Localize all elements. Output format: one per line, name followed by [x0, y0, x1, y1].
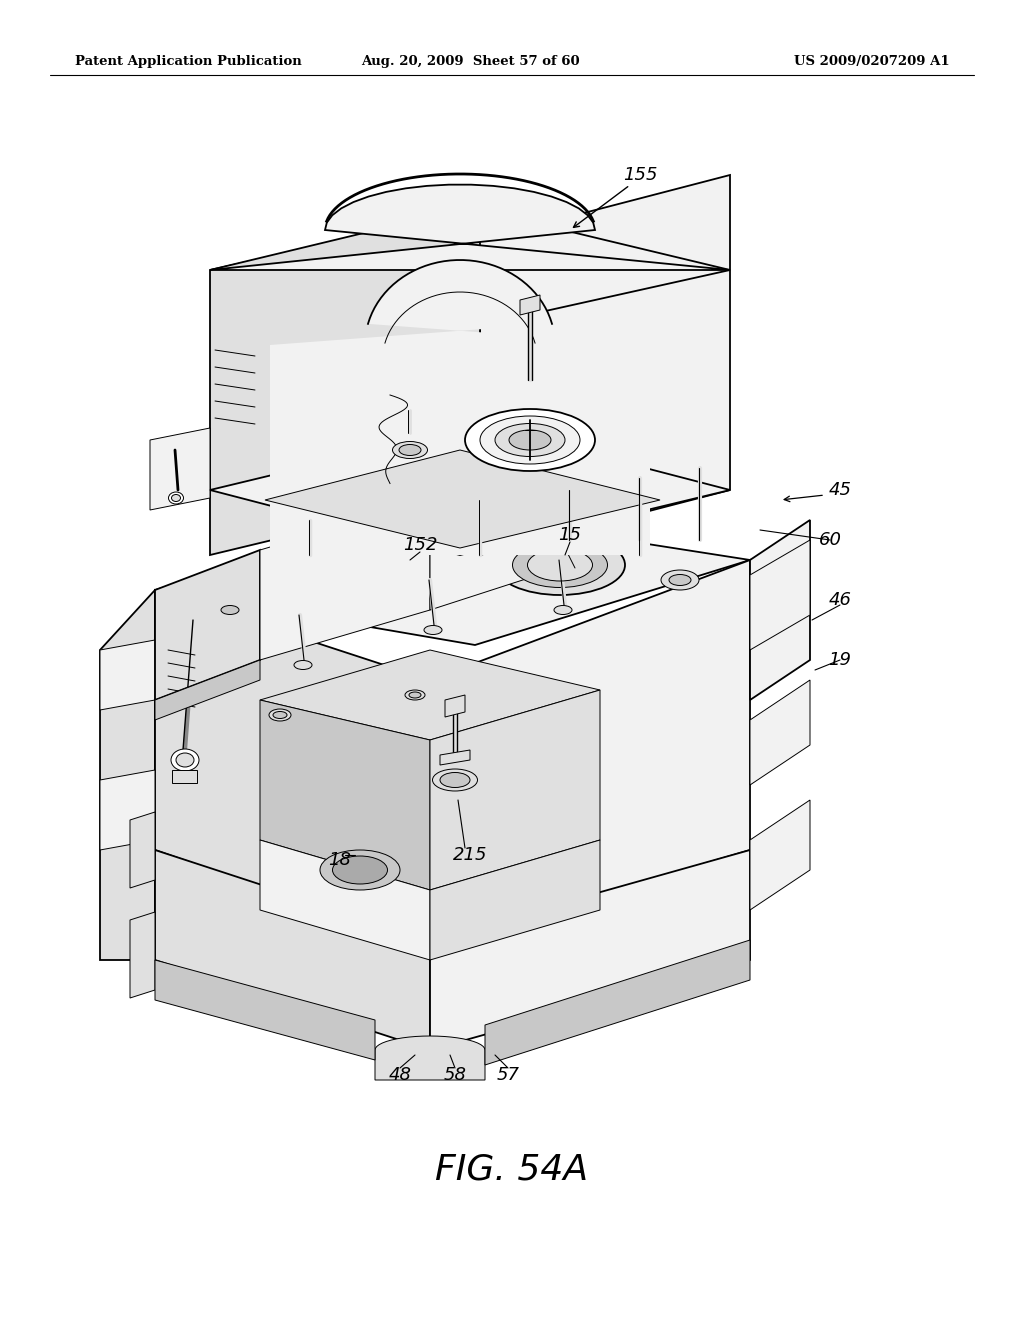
- Polygon shape: [100, 770, 155, 850]
- Text: 18: 18: [329, 851, 351, 869]
- Polygon shape: [750, 680, 810, 785]
- Polygon shape: [430, 445, 600, 610]
- Ellipse shape: [495, 424, 565, 457]
- Polygon shape: [430, 560, 750, 945]
- Polygon shape: [430, 690, 600, 890]
- Ellipse shape: [392, 441, 427, 458]
- Ellipse shape: [371, 539, 399, 552]
- Ellipse shape: [554, 606, 572, 615]
- Ellipse shape: [440, 772, 470, 788]
- Polygon shape: [155, 510, 750, 645]
- Polygon shape: [210, 425, 730, 554]
- Polygon shape: [155, 660, 260, 719]
- Polygon shape: [430, 840, 600, 960]
- Text: 155: 155: [623, 166, 657, 183]
- Polygon shape: [100, 590, 155, 960]
- Polygon shape: [130, 912, 155, 998]
- Polygon shape: [430, 850, 750, 1049]
- Ellipse shape: [362, 535, 408, 556]
- Text: 58: 58: [443, 1067, 467, 1084]
- Ellipse shape: [333, 855, 387, 884]
- Ellipse shape: [273, 711, 287, 718]
- Text: 57: 57: [497, 1067, 519, 1084]
- Ellipse shape: [662, 570, 699, 590]
- Ellipse shape: [319, 850, 400, 890]
- Text: 15: 15: [558, 525, 582, 544]
- Polygon shape: [750, 540, 810, 649]
- Polygon shape: [520, 294, 540, 315]
- Polygon shape: [265, 450, 660, 548]
- Ellipse shape: [406, 690, 425, 700]
- Ellipse shape: [512, 543, 607, 587]
- Text: 45: 45: [828, 480, 852, 499]
- Polygon shape: [750, 800, 810, 909]
- Polygon shape: [485, 940, 750, 1065]
- Polygon shape: [260, 500, 430, 660]
- Ellipse shape: [480, 416, 580, 465]
- Ellipse shape: [527, 549, 593, 581]
- Polygon shape: [130, 812, 155, 888]
- Ellipse shape: [424, 626, 442, 635]
- Ellipse shape: [176, 752, 194, 767]
- Polygon shape: [100, 640, 155, 710]
- Text: 19: 19: [828, 651, 852, 669]
- Text: Aug. 20, 2009  Sheet 57 of 60: Aug. 20, 2009 Sheet 57 of 60: [360, 55, 580, 69]
- Polygon shape: [440, 750, 470, 766]
- Text: 48: 48: [388, 1067, 412, 1084]
- Polygon shape: [155, 590, 430, 945]
- Ellipse shape: [171, 495, 180, 502]
- Ellipse shape: [169, 492, 183, 504]
- Polygon shape: [155, 850, 430, 1049]
- Text: FIG. 54A: FIG. 54A: [435, 1152, 589, 1187]
- Polygon shape: [172, 770, 197, 783]
- Polygon shape: [750, 520, 810, 700]
- Ellipse shape: [399, 445, 421, 455]
- Polygon shape: [210, 210, 730, 330]
- Text: 152: 152: [402, 536, 437, 554]
- Ellipse shape: [509, 430, 551, 450]
- Ellipse shape: [269, 709, 291, 721]
- Polygon shape: [445, 696, 465, 717]
- Text: US 2009/0207209 A1: US 2009/0207209 A1: [795, 55, 950, 69]
- Polygon shape: [210, 205, 480, 554]
- Ellipse shape: [294, 660, 312, 669]
- Polygon shape: [270, 260, 650, 554]
- Polygon shape: [260, 840, 430, 960]
- Polygon shape: [375, 1036, 485, 1080]
- Ellipse shape: [215, 602, 245, 618]
- Text: 46: 46: [828, 591, 852, 609]
- Polygon shape: [155, 550, 260, 700]
- Ellipse shape: [669, 574, 691, 586]
- Polygon shape: [260, 649, 600, 741]
- Ellipse shape: [432, 770, 477, 791]
- Ellipse shape: [221, 606, 239, 615]
- Text: 215: 215: [453, 846, 487, 865]
- Text: Patent Application Publication: Patent Application Publication: [75, 55, 302, 69]
- Ellipse shape: [495, 535, 625, 595]
- Polygon shape: [480, 176, 730, 554]
- Text: 60: 60: [818, 531, 842, 549]
- Polygon shape: [155, 960, 375, 1060]
- Ellipse shape: [465, 409, 595, 471]
- Ellipse shape: [409, 692, 421, 698]
- Ellipse shape: [171, 748, 199, 771]
- Polygon shape: [210, 185, 730, 271]
- Polygon shape: [260, 700, 430, 890]
- Polygon shape: [150, 428, 210, 510]
